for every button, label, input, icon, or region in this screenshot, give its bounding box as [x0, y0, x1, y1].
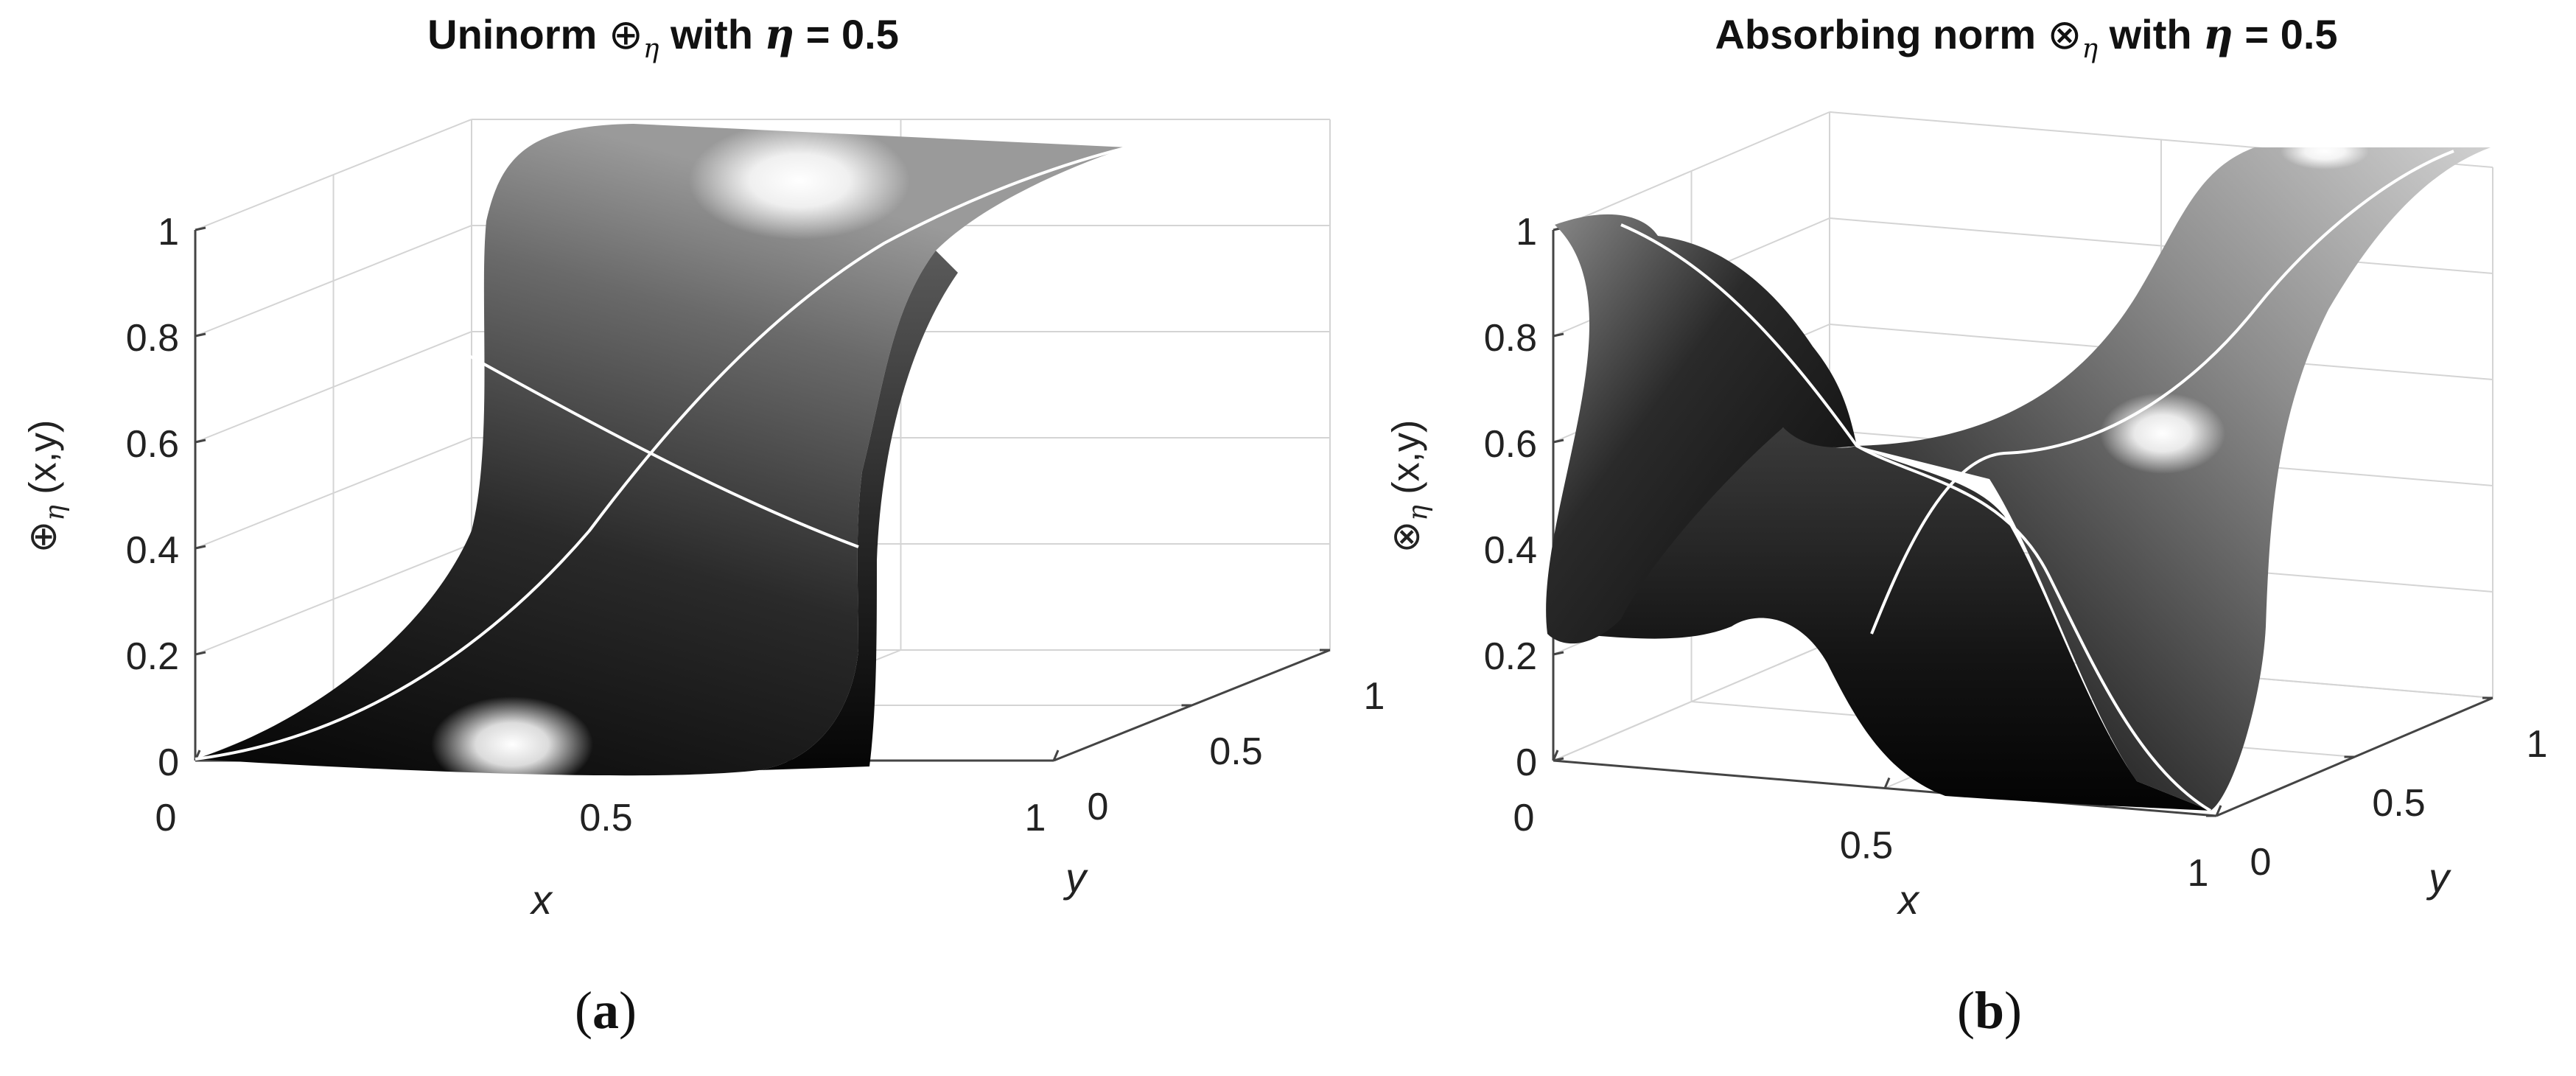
z-tick	[195, 226, 206, 231]
otimes-symbol: ⊗	[2047, 11, 2082, 57]
z-tick	[1553, 332, 1564, 338]
surface-a-diagonal-curve	[195, 146, 1128, 761]
surface-b-front-curve	[1620, 223, 2212, 812]
z-tick-label: 0.4	[1484, 529, 1537, 572]
y-tick-label: 0	[2250, 841, 2272, 884]
panel-a-caption: (a)	[575, 981, 637, 1040]
surface-a-highlight-top	[689, 122, 910, 240]
z-tick-label: 1	[158, 211, 179, 254]
panel-b-caption: (b)	[1956, 981, 2023, 1040]
z-tick	[195, 545, 206, 550]
z-tick-label: 0.6	[126, 423, 179, 466]
x-tick-label: 0	[1513, 797, 1535, 839]
surface-a-antidiagonal-curve	[469, 354, 859, 548]
z-tick-label: 0.4	[126, 529, 179, 572]
x-tick-label: 0	[155, 797, 177, 839]
z-tick-label: 0.2	[126, 635, 179, 678]
z-tick	[195, 651, 206, 656]
x-tick-label: 1	[1025, 797, 1046, 839]
z-tick	[1553, 439, 1564, 444]
y-tick-label: 0.5	[2372, 782, 2425, 825]
surface-a-main	[195, 124, 1127, 776]
panel-b-surface	[1546, 133, 2491, 812]
y-axis-title: y	[1063, 854, 1088, 901]
x-tick	[2215, 805, 2222, 817]
z-tick	[195, 439, 206, 444]
x-tick-label: 0.5	[1840, 825, 1893, 867]
z-tick-label: 1	[1516, 211, 1537, 254]
z-tick-label: 0.8	[126, 317, 179, 360]
x-axis-title: x	[1896, 876, 1920, 923]
surface-a-cliff	[759, 251, 958, 770]
z-tick-label: 0.2	[1484, 635, 1537, 678]
y-tick-label: 0.5	[1209, 730, 1262, 773]
x-tick-label: 1	[2188, 852, 2209, 895]
y-tick-label: 0	[1088, 786, 1109, 828]
oplus-symbol: ⊕	[608, 11, 643, 57]
z-tick	[1553, 651, 1564, 656]
z-tick-label: 0.6	[1484, 423, 1537, 466]
panel-a-plot: 00.20.40.60.810 0.5 1 00.51x y	[126, 119, 1385, 923]
surface-b-back-curve	[1870, 150, 2454, 635]
surface-b-left	[1546, 214, 1857, 644]
y-axis-title: y	[2426, 854, 2451, 901]
z-tick-label: 0	[1516, 741, 1537, 784]
surface-b-highlight-right	[2100, 393, 2225, 474]
chart-canvas: 00.20.40.60.810 0.5 1 00.51x y 00.20.40.60.8…	[126, 111, 2548, 923]
panel-b-title: Absorbing norm ⊗η with η = 0.5	[1715, 10, 2338, 65]
x-tick	[1883, 777, 1891, 789]
y-tick-label: 1	[1364, 675, 1385, 718]
panel-a-surface	[195, 122, 1128, 792]
z-tick-label: 0	[158, 741, 179, 784]
surface-a-highlight-bottom	[431, 696, 593, 792]
z-tick-label: 0.8	[1484, 317, 1537, 360]
surface-b-middle	[1577, 427, 2211, 811]
surface-b-right	[1857, 147, 2491, 811]
z-tick	[195, 332, 206, 338]
y-tick-label: 1	[2527, 723, 2548, 766]
z-tick	[1553, 757, 1564, 762]
x-tick	[1552, 750, 1559, 761]
panel-a-title: Uninorm ⊕η with η = 0.5	[427, 10, 899, 65]
x-tick	[1052, 750, 1060, 761]
x-axis-title: x	[529, 876, 553, 923]
surface-b-highlight-top	[2281, 133, 2369, 170]
x-tick-label: 0.5	[579, 797, 632, 839]
